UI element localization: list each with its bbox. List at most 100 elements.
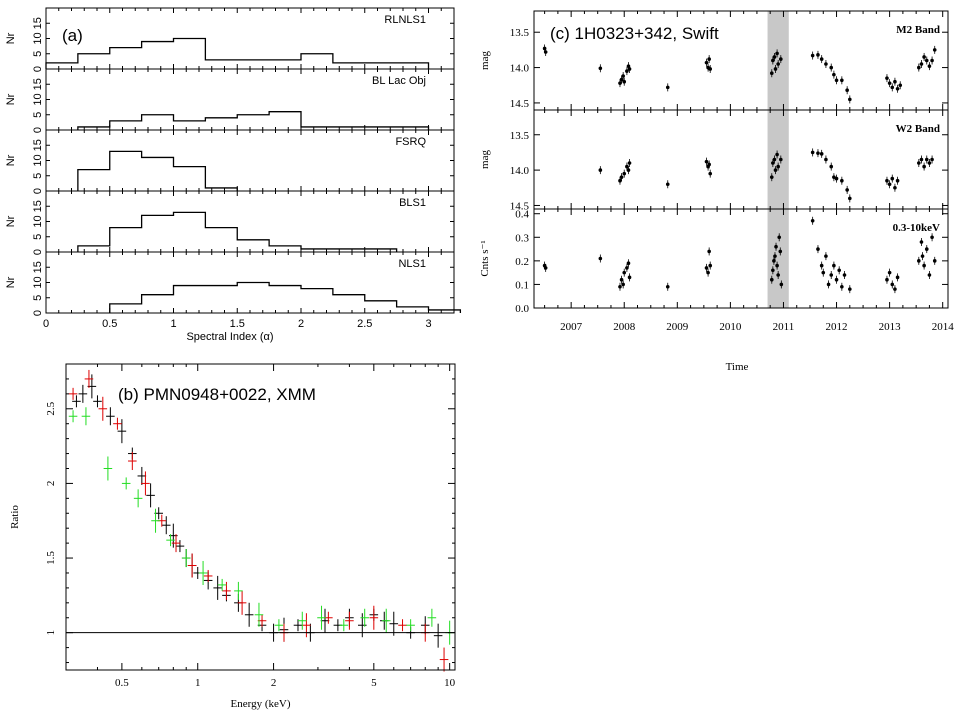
- data-point: [619, 277, 624, 282]
- x-tick-label: 1.5: [230, 318, 245, 330]
- y-tick-label: 14.5: [510, 98, 530, 110]
- x-tick-label: 2007: [560, 321, 583, 333]
- x-tick-label: 0: [43, 318, 49, 330]
- data-point: [893, 185, 897, 190]
- histogram-bl-lac-obj: [77, 111, 430, 130]
- data-point: [771, 58, 775, 63]
- y-tick-label: 10: [32, 276, 44, 288]
- data-point: [885, 277, 889, 282]
- data-point: [772, 55, 777, 59]
- data-point: [704, 266, 709, 270]
- data-point: [625, 266, 629, 270]
- data-point: [819, 263, 824, 268]
- panel-label: (c) 1H0323+342, Swift: [550, 24, 719, 43]
- data-point: [774, 244, 778, 249]
- data-point: [893, 79, 897, 84]
- y-tick-label: 14.0: [510, 63, 530, 75]
- data-point: [845, 188, 849, 192]
- data-point: [887, 182, 892, 187]
- y-tick-label: 15: [32, 17, 44, 29]
- data-point: [848, 196, 852, 201]
- data-point: [707, 249, 711, 254]
- data-point: [924, 247, 929, 251]
- y-tick-label: 10: [32, 93, 44, 105]
- y-tick-label: 2.5: [45, 401, 57, 415]
- x-tick-label: 2012: [826, 321, 848, 333]
- x-axis-label: Time: [726, 361, 749, 373]
- data-point: [890, 85, 895, 90]
- y-axis-label: Nr: [5, 215, 17, 227]
- data-point: [824, 62, 828, 66]
- data-point: [840, 284, 844, 289]
- y-tick-label: 13.5: [510, 27, 530, 39]
- data-point: [810, 150, 815, 155]
- data-point: [819, 57, 824, 61]
- data-point: [621, 74, 625, 78]
- x-tick-label: 2011: [773, 321, 795, 333]
- x-tick-label: 2014: [932, 321, 955, 333]
- y-axis-label: Nr: [5, 276, 17, 288]
- data-point: [885, 178, 889, 183]
- data-point: [819, 152, 824, 156]
- data-point: [887, 270, 892, 275]
- highlight-band: [767, 11, 789, 308]
- data-point: [707, 57, 711, 61]
- data-point: [829, 65, 834, 70]
- x-tick-label: 2009: [666, 321, 689, 333]
- x-tick-label: 10: [444, 677, 456, 689]
- data-point: [708, 67, 713, 71]
- y-tick-label: 0: [32, 310, 44, 316]
- y-axis-label: Nr: [5, 93, 17, 105]
- data-point: [893, 287, 897, 291]
- data-point: [840, 178, 844, 183]
- data-point: [708, 171, 713, 176]
- x-tick-label: 5: [371, 677, 377, 689]
- x-tick-label: 2.5: [357, 318, 372, 330]
- histogram-rlnls1: [45, 37, 430, 69]
- data-point: [832, 72, 836, 77]
- panel-name-4: NLS1: [398, 258, 426, 270]
- data-point: [622, 79, 627, 84]
- data-point: [598, 256, 603, 261]
- data-point: [927, 273, 932, 277]
- y-tick-label: 14.0: [510, 165, 530, 177]
- data-point: [895, 86, 900, 91]
- data-point: [543, 50, 548, 54]
- data-point: [840, 78, 844, 83]
- data-point: [932, 48, 937, 52]
- data-point: [626, 168, 631, 172]
- data-point: [777, 235, 782, 240]
- data-point: [898, 83, 903, 88]
- y-tick-label: 1: [45, 630, 57, 636]
- y-tick-label: 15: [32, 139, 44, 151]
- data-point: [769, 277, 774, 282]
- data-point: [618, 81, 622, 85]
- data-point: [924, 58, 929, 63]
- data-point: [776, 273, 780, 277]
- x-tick-label: 3: [425, 318, 431, 330]
- lc-frame-2: [533, 208, 949, 309]
- data-point: [922, 164, 926, 169]
- y-tick-label: 13.5: [510, 130, 530, 142]
- data-point: [775, 51, 779, 56]
- x-tick-label: 2013: [879, 321, 902, 333]
- data-point: [834, 78, 839, 83]
- data-point: [706, 270, 710, 275]
- x-axis-label: Spectral Index (α): [186, 331, 273, 343]
- data-point: [829, 164, 834, 169]
- data-point: [927, 161, 932, 165]
- y-axis-label: Cnts s⁻¹: [479, 240, 491, 276]
- data-point: [885, 76, 889, 80]
- data-point: [627, 67, 632, 71]
- data-point: [834, 277, 839, 282]
- data-point: [932, 259, 937, 263]
- hist-frame-3: [45, 190, 455, 253]
- data-point: [707, 162, 711, 167]
- histogram-bls1: [77, 211, 398, 252]
- y-tick-label: 15: [32, 78, 44, 90]
- data-point: [618, 178, 622, 183]
- y-tick-label: 10: [32, 215, 44, 227]
- panel-name-2: 0.3-10keV: [893, 222, 940, 234]
- y-tick-label: 0: [32, 127, 44, 133]
